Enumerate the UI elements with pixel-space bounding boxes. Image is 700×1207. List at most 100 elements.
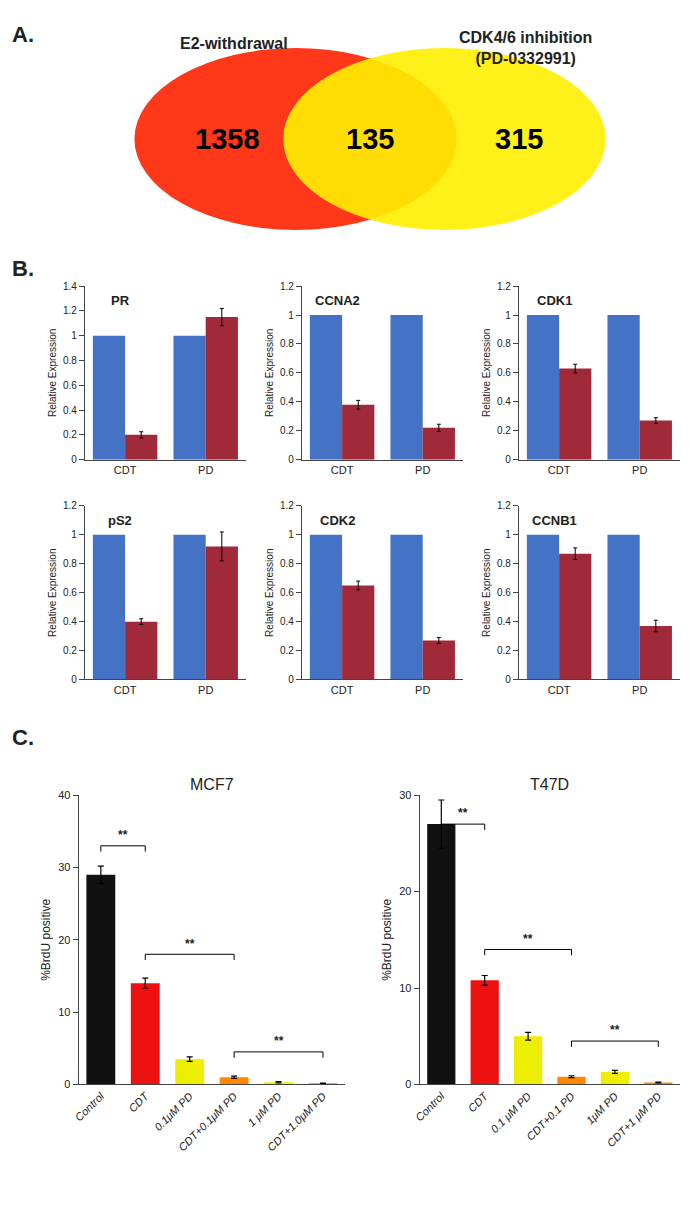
svg-text:0.8: 0.8 — [280, 338, 294, 349]
svg-text:0: 0 — [71, 454, 77, 465]
svg-text:1μM PD: 1μM PD — [584, 1090, 621, 1127]
svg-text:CDT+0.1 PD: CDT+0.1 PD — [524, 1090, 577, 1143]
svg-text:A.: A. — [12, 22, 34, 47]
svg-text:Relative Expression: Relative Expression — [264, 329, 275, 417]
svg-text:CDT: CDT — [466, 1089, 491, 1114]
svg-text:**: ** — [118, 828, 128, 842]
svg-text:**: ** — [610, 1023, 620, 1037]
svg-text:Relative Expression: Relative Expression — [481, 549, 492, 637]
svg-text:0.8: 0.8 — [497, 338, 511, 349]
svg-text:0: 0 — [505, 674, 511, 685]
svg-text:0.8: 0.8 — [63, 558, 77, 569]
svg-text:1.2: 1.2 — [497, 281, 511, 292]
svg-text:0.2: 0.2 — [63, 429, 77, 440]
svg-text:0: 0 — [505, 454, 511, 465]
svg-text:Control: Control — [413, 1090, 447, 1124]
svg-text:0.2: 0.2 — [497, 425, 511, 436]
svg-text:**: ** — [458, 806, 468, 820]
svg-text:PD: PD — [415, 464, 430, 476]
svg-text:CDT+0.1μM PD: CDT+0.1μM PD — [176, 1090, 240, 1154]
svg-text:CDK4/6 inhibition(PD-0332991): CDK4/6 inhibition(PD-0332991) — [459, 29, 592, 67]
svg-text:135: 135 — [346, 123, 394, 155]
svg-text:20: 20 — [399, 885, 411, 897]
svg-text:CCNB1: CCNB1 — [532, 513, 577, 528]
svg-text:10: 10 — [58, 1006, 70, 1018]
svg-text:0: 0 — [288, 454, 294, 465]
svg-text:0.6: 0.6 — [280, 587, 294, 598]
svg-text:0: 0 — [64, 1078, 70, 1090]
svg-text:1358: 1358 — [195, 123, 260, 155]
svg-text:Control: Control — [73, 1090, 107, 1124]
svg-text:0.1μM PD: 0.1μM PD — [152, 1090, 195, 1133]
svg-text:0.2: 0.2 — [497, 645, 511, 656]
svg-text:MCF7: MCF7 — [190, 776, 234, 793]
svg-text:1 μM PD: 1 μM PD — [245, 1090, 284, 1129]
svg-text:1.2: 1.2 — [280, 281, 294, 292]
svg-text:0.4: 0.4 — [497, 616, 511, 627]
svg-text:PD: PD — [198, 464, 213, 476]
svg-text:0.6: 0.6 — [497, 587, 511, 598]
svg-text:CDT: CDT — [114, 464, 137, 476]
svg-text:CDK2: CDK2 — [320, 513, 355, 528]
svg-text:0.8: 0.8 — [63, 355, 77, 366]
svg-text:Relative Expression: Relative Expression — [47, 329, 58, 417]
svg-text:10: 10 — [399, 982, 411, 994]
svg-text:B.: B. — [12, 256, 34, 281]
svg-text:CDT: CDT — [331, 464, 354, 476]
svg-text:CDT+1.0μM PD: CDT+1.0μM PD — [265, 1090, 329, 1154]
svg-text:0.1 μM PD: 0.1 μM PD — [488, 1090, 533, 1135]
svg-text:30: 30 — [58, 861, 70, 873]
svg-text:1: 1 — [288, 529, 294, 540]
svg-text:40: 40 — [58, 789, 70, 801]
svg-text:CDT: CDT — [548, 464, 571, 476]
svg-text:CDT: CDT — [331, 684, 354, 696]
svg-text:**: ** — [185, 937, 195, 951]
svg-text:0.4: 0.4 — [280, 616, 294, 627]
svg-text:**: ** — [274, 1034, 284, 1048]
svg-text:1.2: 1.2 — [63, 305, 77, 316]
svg-text:0.2: 0.2 — [63, 645, 77, 656]
svg-text:1: 1 — [288, 310, 294, 321]
svg-text:0.2: 0.2 — [280, 645, 294, 656]
svg-text:PD: PD — [632, 464, 647, 476]
svg-text:30: 30 — [399, 789, 411, 801]
svg-text:0.4: 0.4 — [280, 396, 294, 407]
svg-text:PD: PD — [415, 684, 430, 696]
svg-text:Relative Expression: Relative Expression — [47, 549, 58, 637]
svg-text:pS2: pS2 — [108, 513, 132, 528]
svg-text:CDK1: CDK1 — [537, 293, 572, 308]
svg-text:%BrdU positive: %BrdU positive — [39, 898, 53, 980]
svg-text:0.6: 0.6 — [63, 587, 77, 598]
svg-text:315: 315 — [495, 123, 543, 155]
svg-text:CDT: CDT — [548, 684, 571, 696]
svg-text:0.6: 0.6 — [280, 367, 294, 378]
svg-text:0.4: 0.4 — [497, 396, 511, 407]
svg-text:CDT: CDT — [126, 1089, 151, 1114]
svg-text:1: 1 — [505, 529, 511, 540]
svg-text:E2-withdrawal: E2-withdrawal — [180, 35, 288, 52]
svg-text:0: 0 — [71, 674, 77, 685]
svg-text:1: 1 — [71, 330, 77, 341]
svg-text:CCNA2: CCNA2 — [315, 293, 360, 308]
svg-text:Relative Expression: Relative Expression — [264, 549, 275, 637]
svg-text:CDT+1 μM PD: CDT+1 μM PD — [604, 1090, 663, 1149]
svg-text:0.4: 0.4 — [63, 616, 77, 627]
svg-text:**: ** — [523, 932, 533, 946]
svg-text:PD: PD — [632, 684, 647, 696]
svg-text:1.2: 1.2 — [63, 500, 77, 511]
svg-text:0.8: 0.8 — [280, 558, 294, 569]
svg-text:C.: C. — [12, 725, 34, 750]
svg-text:0: 0 — [405, 1078, 411, 1090]
svg-text:20: 20 — [58, 934, 70, 946]
svg-text:0.8: 0.8 — [497, 558, 511, 569]
svg-text:0.6: 0.6 — [497, 367, 511, 378]
svg-text:PR: PR — [111, 293, 130, 308]
svg-text:PD: PD — [198, 684, 213, 696]
svg-text:1.2: 1.2 — [497, 500, 511, 511]
svg-text:T47D: T47D — [530, 776, 569, 793]
svg-text:0.6: 0.6 — [63, 380, 77, 391]
svg-text:1: 1 — [505, 310, 511, 321]
svg-text:1.4: 1.4 — [63, 281, 77, 292]
svg-text:0: 0 — [288, 674, 294, 685]
svg-text:Relative Expression: Relative Expression — [481, 329, 492, 417]
